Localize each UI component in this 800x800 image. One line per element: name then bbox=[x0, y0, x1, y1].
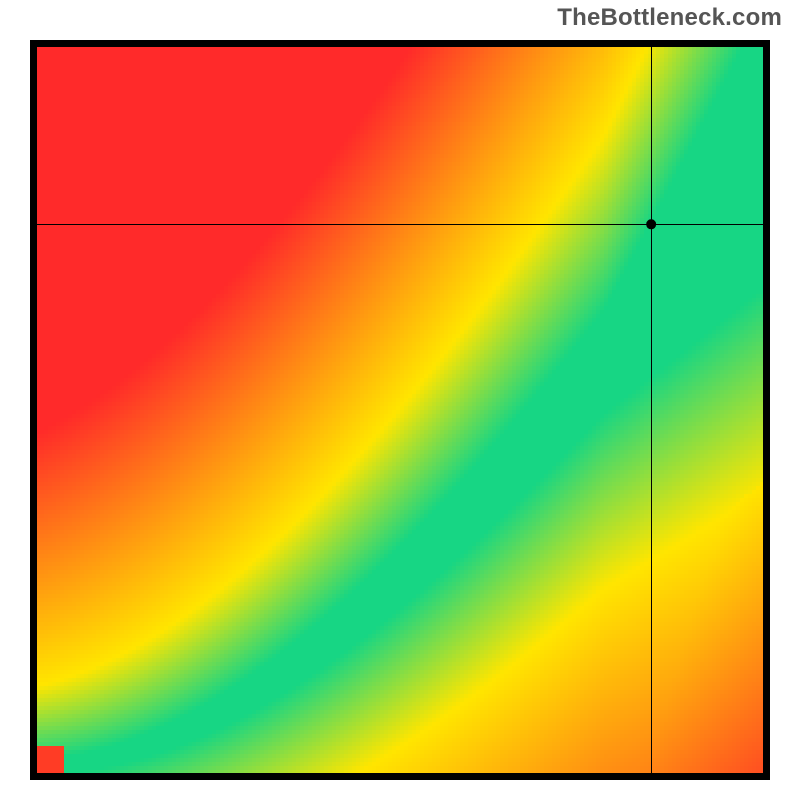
bottleneck-heatmap bbox=[0, 0, 800, 800]
watermark-text: TheBottleneck.com bbox=[557, 4, 782, 32]
